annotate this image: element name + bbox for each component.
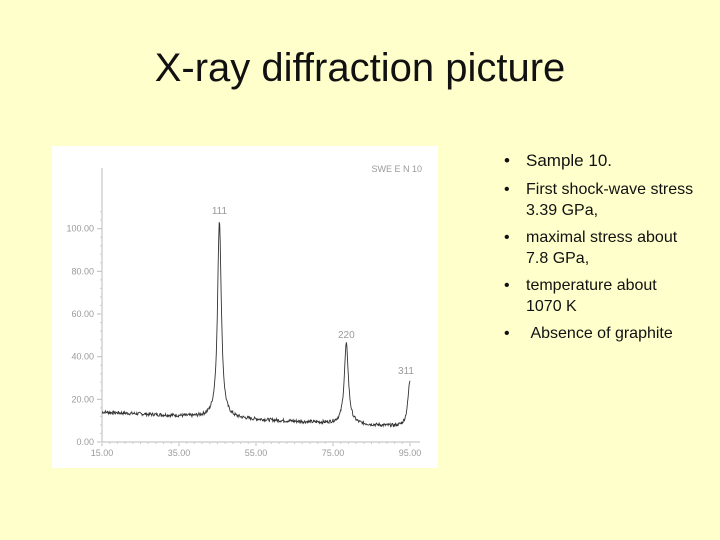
peak-label: 111 xyxy=(212,206,228,217)
bullet-item: • Sample 10. xyxy=(496,150,696,171)
bullet-item: • maximal stress about 7.8 GPa, xyxy=(496,227,696,269)
y-tick-label: 0.00 xyxy=(76,437,94,447)
bullet-text: Sample 10. xyxy=(526,151,612,170)
bullet-item: • First shock-wave stress 3.39 GPa, xyxy=(496,179,696,221)
bullet-dot-icon: • xyxy=(504,325,510,342)
peak-label: 220 xyxy=(338,330,355,341)
peak-label: 311 xyxy=(398,366,414,377)
y-tick-label: 40.00 xyxy=(71,352,94,362)
y-tick-label: 100.00 xyxy=(66,224,94,234)
bullet-text: Absence of graphite xyxy=(526,325,673,342)
bullet-text: First shock-wave stress 3.39 GPa, xyxy=(526,181,694,219)
y-tick-label: 60.00 xyxy=(71,309,94,319)
bullet-dot-icon: • xyxy=(504,151,510,170)
bullet-text: maximal stress about 7.8 GPa, xyxy=(526,229,678,267)
chart-title: SWE E N 10 xyxy=(371,164,422,174)
y-tick-label: 80.00 xyxy=(71,266,94,276)
bullet-item: • Absence of graphite xyxy=(496,323,696,344)
y-tick-label: 20.00 xyxy=(71,394,94,404)
bullet-dot-icon: • xyxy=(504,181,510,198)
chart-marks: 111 220 311 xyxy=(101,206,414,428)
xrd-chart-svg: 0.00 20.00 40.00 60.00 80.00 100.00 15.00 35.00… xyxy=(66,164,422,458)
bullet-dot-icon: • xyxy=(504,277,510,294)
slide-title: X-ray diffraction picture xyxy=(154,46,566,90)
x-tick-label: 75.00 xyxy=(322,448,345,458)
bullet-text: temperature about 1070 K xyxy=(526,277,657,315)
x-tick-label: 15.00 xyxy=(91,448,114,458)
xrd-chart: 0.00 20.00 40.00 60.00 80.00 100.00 15.00 35.00… xyxy=(52,146,438,468)
bullet-list: • Sample 10. • First shock-wave stress 3.3… xyxy=(496,150,696,350)
x-tick-label: 95.00 xyxy=(399,448,422,458)
x-tick-label: 55.00 xyxy=(245,448,268,458)
x-tick-label: 35.00 xyxy=(168,448,191,458)
diffraction-curve xyxy=(101,222,411,428)
chart-axes: 0.00 20.00 40.00 60.00 80.00 100.00 15.00 35.00… xyxy=(66,168,421,458)
bullet-item: • temperature about 1070 K xyxy=(496,275,696,317)
bullet-dot-icon: • xyxy=(504,229,510,246)
